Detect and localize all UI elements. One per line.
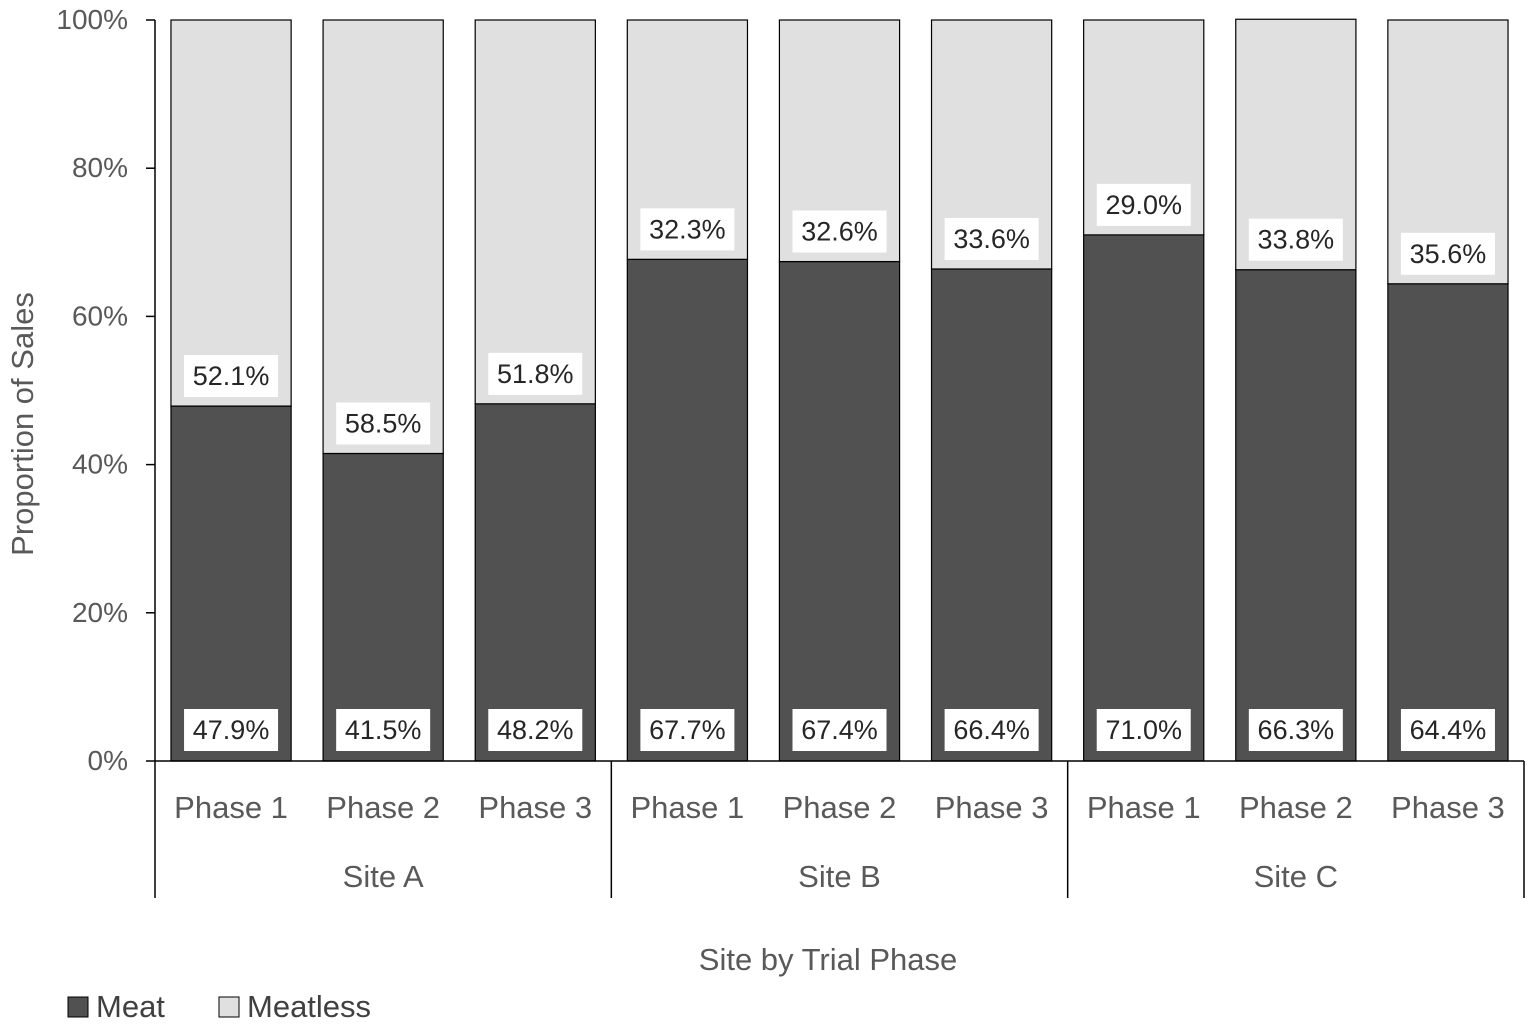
legend-label-meat: Meat: [96, 989, 165, 1024]
data-label-meat: 67.4%: [801, 715, 878, 745]
bar-meat-7: [1083, 234, 1205, 762]
data-label-box: [792, 210, 887, 253]
legend-label-meatless: Meatless: [247, 989, 371, 1024]
data-label-meatless: 35.6%: [1410, 239, 1487, 269]
bar-meat-5: [778, 260, 901, 762]
data-label-box: [640, 709, 735, 751]
bar-meatless-1: [170, 19, 292, 407]
data-label-meatless: 29.0%: [1105, 190, 1182, 220]
data-label-box: [488, 709, 583, 751]
data-label-meat: 66.3%: [1258, 715, 1335, 745]
y-tick-label: 40%: [72, 449, 128, 480]
data-label-meat: 71.0%: [1105, 715, 1182, 745]
x-category-label: Phase 2: [1239, 790, 1353, 825]
data-label-box: [1400, 232, 1495, 275]
data-label-box: [336, 402, 431, 445]
data-label-meat: 64.4%: [1410, 715, 1487, 745]
y-tick-label: 80%: [72, 152, 128, 183]
data-label-meatless: 51.8%: [497, 359, 574, 389]
data-label-box: [336, 709, 431, 751]
bar-meat-4: [626, 258, 749, 762]
bar-meat-6: [930, 268, 1053, 762]
data-label-meatless: 33.8%: [1258, 225, 1335, 255]
x-group-label: Site C: [1254, 859, 1338, 894]
data-label-box: [944, 217, 1039, 260]
data-label-box: [184, 355, 279, 398]
data-label-box: [1096, 183, 1191, 226]
legend: Meat Meatless: [67, 989, 371, 1024]
data-label-meatless: 32.6%: [801, 217, 878, 247]
x-category-label: Phase 3: [935, 790, 1049, 825]
data-label-meatless: 32.3%: [649, 214, 726, 244]
data-label-meat: 47.9%: [193, 715, 270, 745]
x-category-label: Phase 1: [174, 790, 288, 825]
x-category-label: Phase 1: [631, 790, 745, 825]
x-category-label: Phase 3: [1391, 790, 1505, 825]
data-label-box: [1248, 218, 1343, 261]
data-label-box: [640, 208, 735, 251]
data-label-meat: 66.4%: [953, 715, 1030, 745]
y-tick-label: 0%: [88, 745, 128, 776]
y-axis: 0% 20% 40% 60% 80% 100%: [56, 4, 156, 776]
data-label-meat: 48.2%: [497, 715, 574, 745]
data-label-box: [488, 352, 583, 395]
data-label-meatless: 58.5%: [345, 408, 422, 438]
data-label-meat: 67.7%: [649, 715, 726, 745]
y-tick-label: 20%: [72, 597, 128, 628]
data-label-box: [792, 709, 887, 751]
bar-meatless-3: [474, 19, 596, 405]
bars: [170, 18, 1509, 762]
data-labels: 47.9% 52.1% 41.5% 58.5% 48.2% 51.8% 67.7% 32.3%…: [184, 183, 1495, 751]
bar-meat-8: [1235, 269, 1357, 762]
x-category-label: Phase 2: [326, 790, 440, 825]
x-group-label: Site B: [798, 859, 881, 894]
y-axis-title: Proportion of Sales: [5, 292, 40, 556]
data-label-meatless: 33.6%: [953, 224, 1030, 254]
data-label-box: [944, 709, 1039, 751]
data-label-box: [1096, 709, 1191, 751]
bar-meat-1: [170, 405, 292, 762]
bar-meat-3: [474, 403, 596, 762]
legend-swatch-meatless: [218, 996, 240, 1018]
x-category-label: Phase 1: [1087, 790, 1201, 825]
bar-meatless-2: [322, 19, 444, 455]
x-group-label: Site A: [343, 859, 424, 894]
legend-swatch-meat: [67, 996, 89, 1018]
y-tick-label: 100%: [56, 4, 128, 35]
x-axis: Phase 1 Phase 2 Phase 3 Phase 1 Phase 2 Phase…: [154, 760, 1525, 898]
data-label-meatless: 52.1%: [193, 361, 270, 391]
data-label-meat: 41.5%: [345, 715, 422, 745]
data-label-box: [1400, 709, 1495, 751]
data-label-box: [1248, 709, 1343, 751]
bar-meat-9: [1387, 283, 1509, 762]
x-axis-title: Site by Trial Phase: [699, 942, 957, 977]
x-category-label: Phase 3: [478, 790, 592, 825]
data-label-box: [184, 709, 279, 751]
y-tick-label: 60%: [72, 300, 128, 331]
x-category-label: Phase 2: [783, 790, 897, 825]
